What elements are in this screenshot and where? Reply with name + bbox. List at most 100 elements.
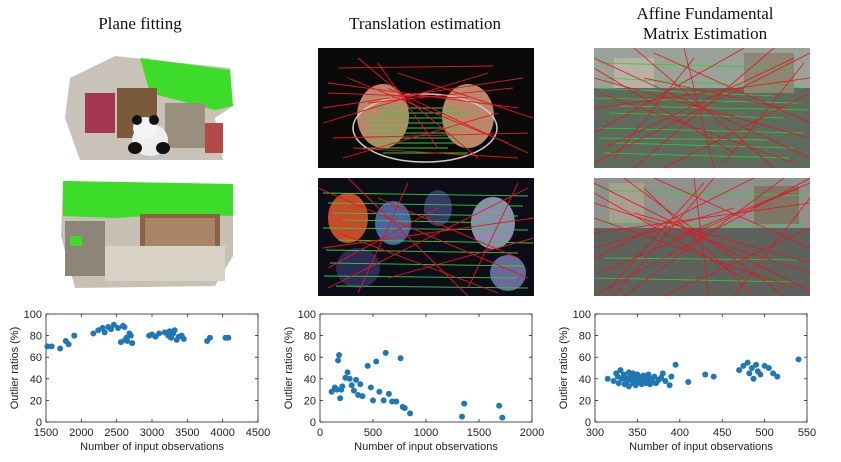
plane-fitting-data-point xyxy=(95,327,102,334)
affine-fundamental-data-point xyxy=(662,377,669,384)
plane-fitting-data-point xyxy=(166,328,173,335)
affine-fundamental-data-point xyxy=(634,377,641,384)
translation-data-point xyxy=(357,381,364,388)
plane-fitting-data-point xyxy=(115,325,122,332)
translation-y-axis-label: Outlier ratios (%) xyxy=(283,327,295,410)
translation-data-point xyxy=(333,386,340,393)
translation-data-point xyxy=(337,395,344,402)
plane-fitting-data-point xyxy=(120,322,127,329)
translation-data-point xyxy=(373,358,380,365)
translation-data-point xyxy=(353,376,360,383)
affine-fundamental-data-point xyxy=(655,376,662,383)
plane-fitting-data-point xyxy=(127,332,134,339)
affine-fundamental-y-tick-label: 80 xyxy=(579,331,591,343)
affine-fundamental-data-point xyxy=(702,371,709,378)
plane-fitting-data-point xyxy=(225,334,232,341)
affine-fundamental-data-point xyxy=(736,367,743,374)
affine-fundamental-data-point xyxy=(630,380,637,387)
affine-fundamental-data-point xyxy=(753,361,760,368)
plane-fitting-x-tick-label: 4500 xyxy=(246,427,270,439)
affine-fundamental-data-point xyxy=(604,375,611,382)
translation-estimation-image-1 xyxy=(318,48,534,168)
affine-fundamental-data-point xyxy=(619,375,626,382)
affine-fundamental-data-point xyxy=(647,375,654,382)
affine-fundamental-data-point xyxy=(621,381,628,388)
affine-fundamental-data-point xyxy=(631,375,638,382)
translation-x-tick-label: 2000 xyxy=(520,427,544,439)
affine-fundamental-data-point xyxy=(666,382,673,389)
affine-fundamental-data-point xyxy=(740,362,747,369)
plane-fitting-data-point xyxy=(152,333,159,340)
affine-fundamental-data-point xyxy=(647,381,654,388)
translation-data-point xyxy=(359,393,366,400)
affine-fundamental-x-tick-label: 450 xyxy=(713,427,731,439)
affine-fundamental-data-point xyxy=(642,374,649,381)
affine-fundamental-data-point xyxy=(746,370,753,377)
translation-plot-frame xyxy=(319,313,533,423)
plane-fitting-data-point xyxy=(175,333,182,340)
plane-fitting-data-point xyxy=(170,330,177,337)
plane-fitting-data-point xyxy=(129,340,136,347)
affine-fundamental-y-tick-label: 40 xyxy=(579,374,591,386)
affine-fundamental-data-point xyxy=(617,367,624,374)
translation-data-point xyxy=(331,384,338,391)
translation-y-tick-label: 100 xyxy=(298,309,316,321)
translation-data-point xyxy=(401,404,408,411)
plane-fitting-data-point xyxy=(108,326,115,333)
plane-fitting-data-point xyxy=(146,332,153,339)
translation-data-point xyxy=(397,355,404,362)
affine-fundamental-plot-frame xyxy=(594,313,808,423)
affine-fundamental-data-point xyxy=(653,380,660,387)
plane-fitting-data-point xyxy=(161,329,168,336)
plane-fitting-x-tick-label: 3500 xyxy=(175,427,199,439)
translation-data-point xyxy=(499,414,506,421)
plane-fitting-data-point xyxy=(206,334,213,341)
affine-fundamental-image-1 xyxy=(594,48,810,168)
affine-fundamental-title-line2: Matrix Estimation xyxy=(642,24,768,43)
affine-fundamental-data-point xyxy=(634,371,641,378)
affine-fundamental-data-point xyxy=(748,365,755,371)
translation-data-point xyxy=(376,388,383,395)
translation-x-axis-label: Number of input observations xyxy=(354,441,498,453)
translation-data-point xyxy=(496,402,503,409)
plane-fitting-data-point xyxy=(99,325,106,332)
affine-fundamental-x-tick-label: 350 xyxy=(628,427,646,439)
translation-y-tick-label: 0 xyxy=(310,417,316,429)
affine-fundamental-data-point xyxy=(620,371,627,378)
plane-fitting-image-1 xyxy=(55,48,240,168)
affine-fundamental-data-point xyxy=(622,374,629,381)
translation-data-point xyxy=(461,400,468,407)
translation-data-point xyxy=(338,386,345,393)
plane-fitting-data-point xyxy=(171,327,178,334)
affine-fundamental-y-axis-label: Outlier ratios (%) xyxy=(558,327,570,410)
plane-fitting-data-point xyxy=(123,334,130,341)
affine-fundamental-data-point xyxy=(625,369,632,376)
affine-fundamental-data-point xyxy=(774,373,781,380)
plane-fitting-x-tick-label: 4000 xyxy=(210,427,234,439)
plane-fitting-data-point xyxy=(48,343,55,350)
translation-data-point xyxy=(336,352,343,359)
translation-data-point xyxy=(380,397,387,404)
translation-data-point xyxy=(382,349,389,356)
affine-fundamental-data-point xyxy=(627,373,634,380)
plane-fitting-y-tick-label: 40 xyxy=(30,374,42,386)
plane-fitting-data-point xyxy=(165,332,172,339)
plane-fitting-data-point xyxy=(124,338,131,344)
affine-fundamental-data-point xyxy=(744,359,751,366)
plane-fitting-data-point xyxy=(105,323,112,330)
translation-data-point xyxy=(328,388,335,395)
affine-fundamental-data-point xyxy=(770,370,777,377)
translation-data-point xyxy=(459,413,466,420)
plane-fitting-data-point xyxy=(156,330,163,337)
plane-fitting-data-point xyxy=(57,345,64,352)
translation-data-point xyxy=(399,403,406,410)
affine-fundamental-data-point xyxy=(640,372,647,379)
plane-fitting-x-tick-label: 1500 xyxy=(34,427,58,439)
translation-x-tick-label: 1000 xyxy=(414,427,438,439)
affine-fundamental-data-point xyxy=(795,356,802,363)
plane-fitting-data-point xyxy=(121,323,128,330)
affine-fundamental-data-point xyxy=(624,377,631,384)
translation-estimation-image-2 xyxy=(318,178,534,296)
plane-fitting-title: Plane fitting xyxy=(98,14,182,33)
affine-fundamental-data-point xyxy=(636,373,643,380)
